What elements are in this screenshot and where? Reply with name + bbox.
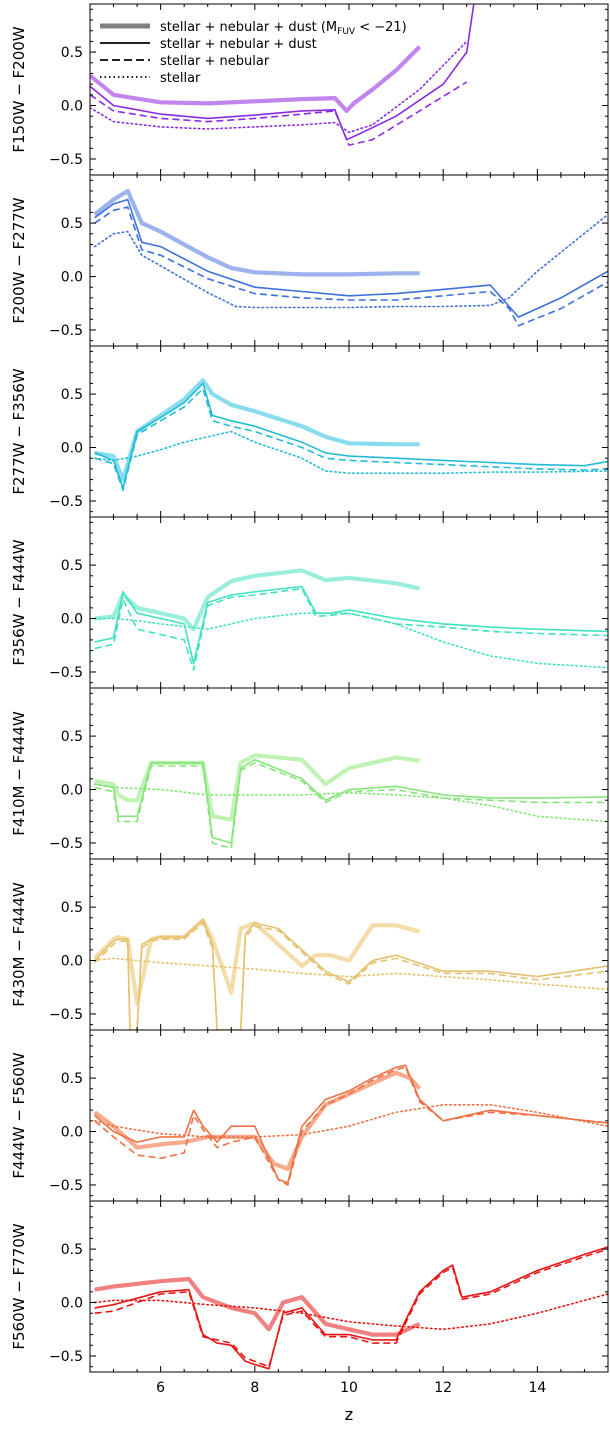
series-line-thick [93,1070,422,1172]
y-tick-label: 0.0 [61,1296,83,1312]
y-axis-label: F356W − F444W [10,539,28,665]
y-tick-label: 0.5 [61,1242,83,1258]
legend-label: stellar + nebular [160,54,270,69]
series-line-dashed [94,206,608,327]
y-axis-label: F410M − F444W [10,711,28,836]
axes-frame [89,858,609,1031]
panel-2: −0.5 0.0 0.5 F200W − F277W [10,174,609,347]
x-axis-label: z [345,1405,353,1424]
axes-frame [89,1200,609,1373]
y-tick-label: 0.5 [61,216,83,232]
y-tick-label: −0.5 [49,152,83,168]
series-line-solid [94,919,608,1030]
series-line-dashed [94,761,608,850]
y-tick-label: 0.0 [61,783,83,799]
legend-label: stellar + nebular + dust [160,37,317,52]
series-line-dashed [94,1066,608,1186]
series-group [93,1246,608,1370]
y-tick-label: 0.0 [61,270,83,286]
panel-4: −0.5 0.0 0.5 F356W − F444W [10,516,609,689]
legend: stellar + nebular + dust (MFUV < −21)ste… [100,20,407,86]
y-axis-label: F444W − F560W [10,1052,28,1178]
y-tick-label: 0.5 [61,1071,83,1087]
y-tick-label: 0.5 [61,387,83,403]
y-tick-label: −0.5 [49,1178,83,1194]
series-line-thick [90,45,422,114]
legend-label: stellar [160,71,201,86]
panel-1: −0.5 0.0 0.5 F150W − F200W stellar + nebular… [10,3,609,176]
x-tick-label: 10 [340,1380,358,1396]
y-axis-label: F200W − F277W [10,197,28,323]
panel-6: −0.5 0.0 0.5 F430M − F444W [10,858,609,1031]
series-line-dotted [93,783,608,823]
series-line-solid [94,1246,608,1370]
series-line-thick [94,753,420,822]
panel-3: −0.5 0.0 0.5 F277W − F356W [10,345,609,518]
series-line-solid [94,198,608,318]
series-line-dotted [93,612,608,669]
y-axis-label: F430M − F444W [10,882,28,1007]
x-tick-label: 8 [250,1380,259,1396]
series-line-dashed [94,387,608,492]
series-line-solid [94,585,608,665]
panel-7: −0.5 0.0 0.5 F444W − F560W [10,1029,609,1202]
series-group [93,917,608,1030]
y-tick-label: 0.5 [61,558,83,574]
y-tick-label: −0.5 [49,1349,83,1365]
y-axis-label: F277W − F356W [10,368,28,494]
series-line-dotted [93,430,608,475]
x-tick-label: 6 [156,1380,165,1396]
x-tick-label: 12 [434,1380,452,1396]
series-group [90,4,475,146]
axes-frame [89,687,609,860]
series-line-thick [94,1276,421,1337]
y-tick-label: −0.5 [49,494,83,510]
series-line-dotted [93,1104,608,1138]
y-tick-label: 0.0 [61,99,83,115]
series-line-dashed [90,81,468,146]
series-line-thick [94,568,421,632]
series-group [93,188,608,327]
y-tick-label: 0.0 [61,1125,83,1141]
y-tick-label: −0.5 [49,323,83,339]
y-tick-label: −0.5 [49,665,83,681]
axes-frame [89,345,609,518]
series-line-dotted [93,213,608,309]
panel-5: −0.5 0.0 0.5 F410M − F444W [10,687,609,860]
series-line-solid [94,382,608,489]
legend-label: stellar + nebular + dust (MFUV < −21) [160,20,407,37]
y-tick-label: −0.5 [49,1007,83,1023]
series-line-dashed [94,1248,608,1368]
series-line-dotted [93,1293,608,1331]
series-group [93,568,608,671]
series-line-dashed [94,587,608,671]
series-group [93,753,608,850]
series-line-solid [94,758,608,844]
series-line-solid [94,1064,608,1184]
y-tick-label: −0.5 [49,836,83,852]
y-axis-label: F560W − F770W [10,1223,28,1349]
series-line-thick [93,188,420,277]
y-axis-label: F150W − F200W [10,26,28,152]
y-tick-label: 0.5 [61,45,83,61]
y-tick-label: 0.0 [61,441,83,457]
series-line-thick [94,378,420,482]
x-tick-label: 14 [528,1380,546,1396]
y-tick-label: 0.5 [61,729,83,745]
series-line-dotted [90,40,468,134]
series-group [93,1064,608,1186]
y-tick-label: 0.0 [61,612,83,628]
y-tick-label: 0.0 [61,954,83,970]
series-group [93,378,608,492]
y-tick-label: 0.5 [61,900,83,916]
panel-8: −0.5 0.0 0.5 F560W − F770W 6 8 10 12 14 z [10,1200,609,1424]
series-line-dotted [93,957,608,991]
